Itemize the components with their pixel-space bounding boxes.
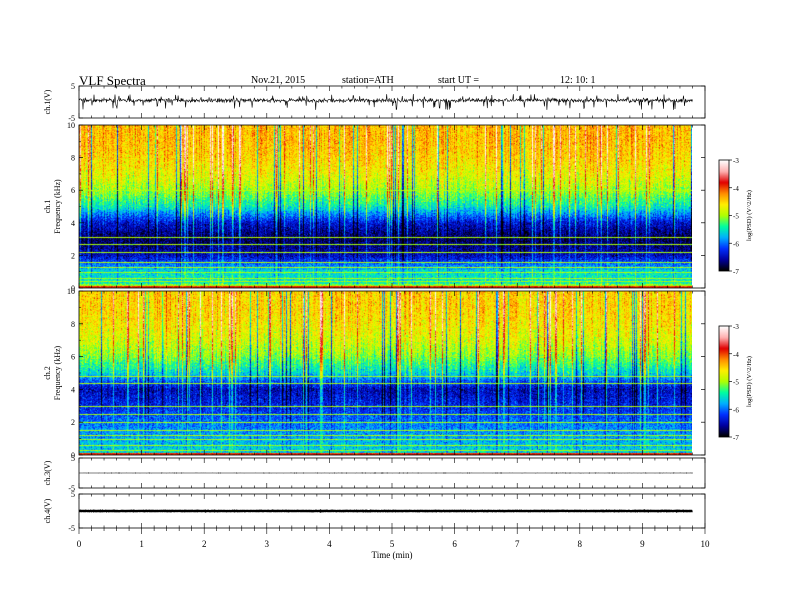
colorbar-label: log(PSD) (V^2/Hz) (746, 356, 753, 407)
x-tick-label: 9 (640, 539, 645, 549)
y-tick-label: 5 (71, 454, 75, 463)
y-tick-label: 8 (71, 154, 75, 163)
y-tick-label: 5 (71, 490, 75, 499)
y-tick-label: 10 (67, 287, 75, 296)
ch2-spectrogram-colorbar (719, 326, 729, 437)
colorbar-tick-label: -7 (733, 268, 739, 276)
colorbar-tick-label: -3 (733, 323, 739, 331)
x-tick-label: 5 (390, 539, 395, 549)
ch2-spectrogram-frequency-label: Frequency (kHz) (53, 345, 62, 400)
station-label: station=ATH (342, 75, 394, 86)
colorbar-tick-label: -6 (733, 240, 739, 248)
y-tick-label: -5 (68, 114, 75, 123)
ch1-spectrogram-frequency-label: Frequency (kHz) (53, 179, 62, 234)
y-tick-label: 8 (71, 320, 75, 329)
colorbar-tick-label: -6 (733, 406, 739, 414)
colorbar-tick-label: -5 (733, 379, 739, 387)
x-tick-label: 8 (578, 539, 583, 549)
x-tick-label: 4 (327, 539, 332, 549)
colorbar-tick-label: -4 (733, 351, 739, 359)
ch4-waveform-trace (78, 509, 693, 513)
x-tick-label: 6 (452, 539, 457, 549)
y-tick-label: 4 (71, 219, 75, 228)
start-time-value: 12: 10: 1 (560, 75, 596, 86)
y-tick-label: 4 (71, 385, 75, 394)
x-tick-label: 3 (265, 539, 270, 549)
y-tick-label: 0 (71, 451, 75, 460)
x-tick-label: 2 (202, 539, 207, 549)
ch1-waveform-label: ch.1(V) (43, 89, 52, 114)
x-tick-label: 0 (77, 539, 82, 549)
x-tick-label: 7 (515, 539, 520, 549)
x-tick-label: 1 (139, 539, 144, 549)
y-tick-label: 2 (71, 418, 75, 427)
y-tick-label: -5 (68, 484, 75, 493)
colorbar-tick-label: -3 (733, 157, 739, 165)
ch2-spectrogram-image (79, 291, 692, 455)
y-tick-label: 5 (71, 82, 75, 91)
y-tick-label: -5 (68, 524, 75, 533)
ch3-waveform-label: ch.3(V) (43, 460, 52, 485)
colorbar-tick-label: -4 (733, 185, 739, 193)
x-tick-label: 10 (701, 539, 711, 549)
ch2-spectrogram-channel-label: ch.2 (43, 366, 52, 380)
start-ut-label: start UT = (438, 75, 480, 86)
ch1-spectrogram-colorbar (719, 160, 729, 271)
y-tick-label: 0 (71, 284, 75, 293)
colorbar-tick-label: -7 (733, 434, 739, 442)
y-tick-label: 10 (67, 121, 75, 130)
x-axis-label: Time (min) (372, 550, 413, 560)
colorbar-label: log(PSD) (V^2/Hz) (746, 190, 753, 241)
chart-title: VLF Spectra (79, 73, 146, 88)
ch4-waveform-label: ch.4(V) (43, 498, 52, 523)
y-tick-label: 6 (71, 186, 75, 195)
y-tick-label: 6 (71, 353, 75, 362)
colorbar-tick-label: -5 (733, 213, 739, 221)
y-tick-label: 2 (71, 251, 75, 260)
date-label: Nov.21, 2015 (251, 75, 306, 86)
ch1-spectrogram-image (79, 125, 692, 288)
ch1-spectrogram-channel-label: ch.1 (43, 200, 52, 214)
ch1-waveform-trace (78, 93, 693, 111)
